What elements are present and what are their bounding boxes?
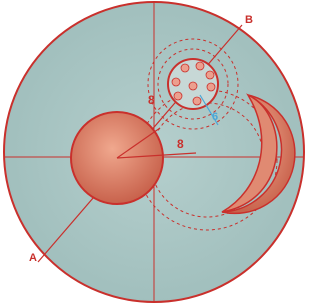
label-b: B [245, 14, 253, 26]
diagram: B A 8 8 6 [0, 0, 308, 304]
radius-label: 8 [177, 137, 184, 151]
radius-label: 8 [148, 93, 155, 107]
label-a: A [29, 252, 37, 264]
page: {"labels": {"point_a": "A", "point_b": "… [0, 0, 308, 304]
small-radius-label: 6 [212, 111, 218, 123]
